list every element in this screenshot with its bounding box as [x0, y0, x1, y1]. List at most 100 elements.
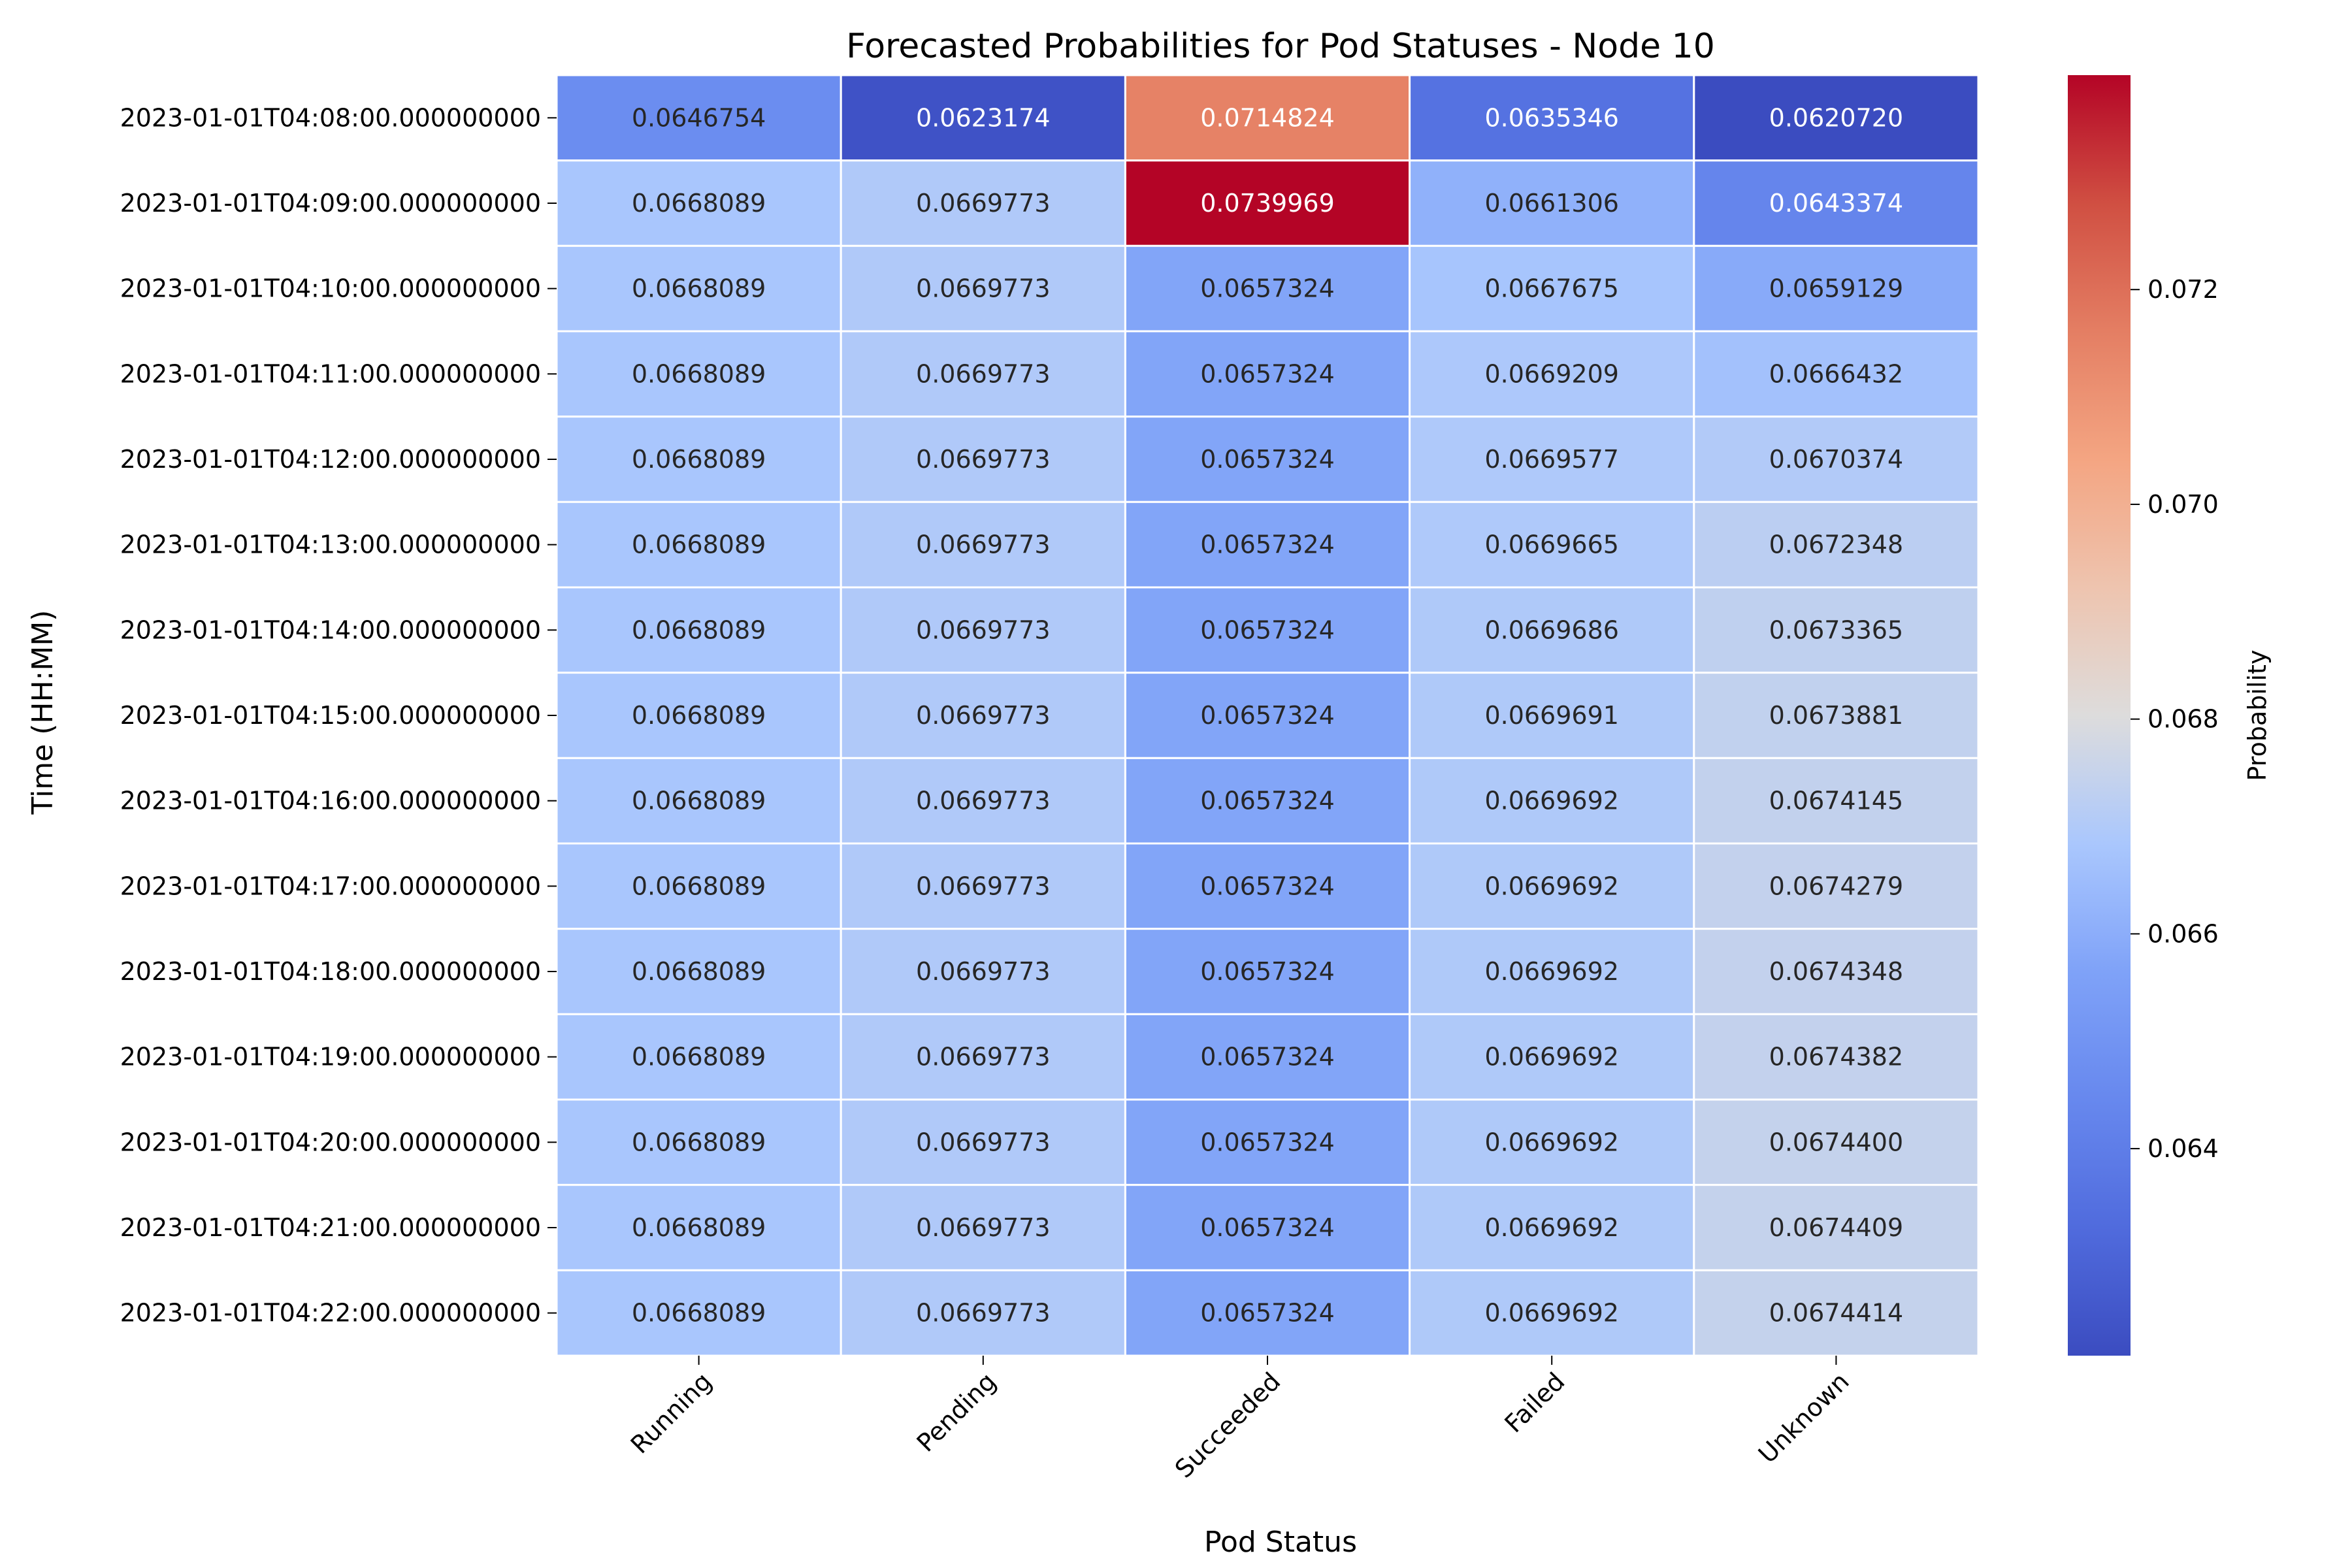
heatmap-cell: [1693, 416, 1980, 503]
heatmap-cell: [840, 672, 1126, 759]
y-tick-label: 2023-01-01T04:13:00.000000000: [120, 531, 541, 559]
cell-value-label: 0.0668089: [632, 531, 766, 559]
cell-value-label: 0.0657324: [1200, 359, 1335, 388]
cell-value-label: 0.0657324: [1200, 1128, 1335, 1156]
cell-value-label: 0.0669686: [1484, 615, 1619, 644]
heatmap-cell: [1693, 1269, 1980, 1357]
heatmap-cell: [1124, 159, 1411, 247]
heatmap-cell: [555, 159, 842, 247]
cell-value-label: 0.0669577: [1484, 445, 1619, 474]
x-tick-label: Pending: [911, 1367, 1002, 1458]
cell-value-label: 0.0673881: [1769, 701, 1904, 730]
cell-value-label: 0.0669665: [1484, 531, 1619, 559]
cell-value-label: 0.0657324: [1200, 531, 1335, 559]
cell-value-label: 0.0669773: [916, 787, 1051, 815]
heatmap-cell: [1124, 500, 1411, 589]
heatmap-cell: [1409, 330, 1695, 418]
y-tick-label: 2023-01-01T04:08:00.000000000: [120, 103, 541, 132]
y-tick-label: 2023-01-01T04:15:00.000000000: [120, 701, 541, 730]
y-tick-label: 2023-01-01T04:09:00.000000000: [120, 189, 541, 218]
heatmap-cell: [1124, 416, 1411, 503]
heatmap-cell: [555, 74, 842, 162]
cell-value-label: 0.0714824: [1200, 103, 1335, 132]
cell-value-label: 0.0669773: [916, 872, 1051, 900]
y-tick-label: 2023-01-01T04:20:00.000000000: [120, 1128, 541, 1156]
cell-value-label: 0.0668089: [632, 1213, 766, 1242]
cell-value-label: 0.0657324: [1200, 957, 1335, 986]
cell-value-label: 0.0620720: [1769, 103, 1904, 132]
colorbar-tick-label: 0.068: [2148, 705, 2219, 734]
heatmap-cell: [1124, 74, 1411, 162]
heatmap-cell: [1124, 757, 1411, 845]
heatmap-cell: [555, 672, 842, 759]
heatmap-cell: [555, 928, 842, 1015]
heatmap-cell: [555, 1098, 842, 1186]
heatmap-cell: [1409, 928, 1695, 1015]
heatmap-cell: [555, 1013, 842, 1101]
cell-value-label: 0.0669773: [916, 189, 1051, 218]
heatmap-cell: [555, 586, 842, 674]
cell-value-label: 0.0674414: [1769, 1299, 1904, 1328]
cell-value-label: 0.0669209: [1484, 359, 1619, 388]
y-axis-label: Time (HH:MM): [26, 610, 59, 815]
heatmap-cell: [1124, 928, 1411, 1015]
heatmap-cell: [555, 1184, 842, 1271]
cell-value-label: 0.0674348: [1769, 957, 1904, 986]
cell-value-label: 0.0669773: [916, 1043, 1051, 1071]
heatmap-cell: [555, 842, 842, 930]
cell-value-label: 0.0668089: [632, 445, 766, 474]
cell-value-label: 0.0668089: [632, 872, 766, 900]
x-axis-label: Pod Status: [1204, 1526, 1357, 1559]
colorbar: [2068, 75, 2131, 1356]
cell-value-label: 0.0669773: [916, 615, 1051, 644]
heatmap-cell: [1693, 928, 1980, 1015]
cell-value-label: 0.0669692: [1484, 1128, 1619, 1156]
y-tick-label: 2023-01-01T04:17:00.000000000: [120, 872, 541, 900]
cell-value-label: 0.0623174: [916, 103, 1051, 132]
heatmap-cell: [1693, 1184, 1980, 1271]
cell-value-label: 0.0670374: [1769, 445, 1904, 474]
cell-value-label: 0.0669773: [916, 1128, 1051, 1156]
heatmap-cell: [1409, 500, 1695, 589]
cell-value-label: 0.0668089: [632, 1299, 766, 1328]
heatmap-cell: [1409, 1013, 1695, 1101]
heatmap-cell: [1124, 672, 1411, 759]
x-tick-label: Failed: [1499, 1367, 1570, 1438]
cell-value-label: 0.0657324: [1200, 274, 1335, 303]
cell-value-label: 0.0668089: [632, 615, 766, 644]
cell-value-label: 0.0659129: [1769, 274, 1904, 303]
cell-value-label: 0.0669692: [1484, 957, 1619, 986]
x-tick-labels: Running Pending Succeeded Failed Unknown: [625, 1356, 1855, 1484]
cell-value-label: 0.0668089: [632, 701, 766, 730]
heatmap-cells: [555, 74, 1980, 1357]
cell-value-label: 0.0673365: [1769, 615, 1904, 644]
cell-value-label: 0.0646754: [632, 103, 766, 132]
heatmap-cell: [1409, 244, 1695, 333]
cell-value-label: 0.0669692: [1484, 787, 1619, 815]
cell-value-label: 0.0657324: [1200, 1213, 1335, 1242]
cell-value-label: 0.0668089: [632, 274, 766, 303]
heatmap-cell: [1693, 159, 1980, 247]
cell-value-label: 0.0669773: [916, 957, 1051, 986]
heatmap-cell: [1693, 757, 1980, 845]
y-tick-label: 2023-01-01T04:14:00.000000000: [120, 615, 541, 644]
y-tick-label: 2023-01-01T04:21:00.000000000: [120, 1213, 541, 1242]
heatmap-cell: [1693, 330, 1980, 418]
heatmap-cell: [1693, 842, 1980, 930]
cell-value-label: 0.0669773: [916, 1213, 1051, 1242]
heatmap-cell: [1409, 1269, 1695, 1357]
cell-value-label: 0.0669773: [916, 701, 1051, 730]
cell-value-label: 0.0668089: [632, 787, 766, 815]
heatmap-cell: [1693, 1098, 1980, 1186]
y-tick-labels: 2023-01-01T04:08:00.000000000 2023-01-01T…: [120, 103, 557, 1328]
heatmap-cell: [840, 244, 1126, 333]
colorbar-ticks: 0.064 0.066 0.068 0.070 0.072: [2131, 275, 2219, 1163]
cell-value-label: 0.0674382: [1769, 1043, 1904, 1071]
cell-value-label: 0.0669773: [916, 274, 1051, 303]
cell-value-label: 0.0657324: [1200, 872, 1335, 900]
y-tick-label: 2023-01-01T04:11:00.000000000: [120, 359, 541, 388]
cell-value-label: 0.0657324: [1200, 615, 1335, 644]
y-tick-label: 2023-01-01T04:16:00.000000000: [120, 787, 541, 815]
heatmap-cell: [840, 416, 1126, 503]
